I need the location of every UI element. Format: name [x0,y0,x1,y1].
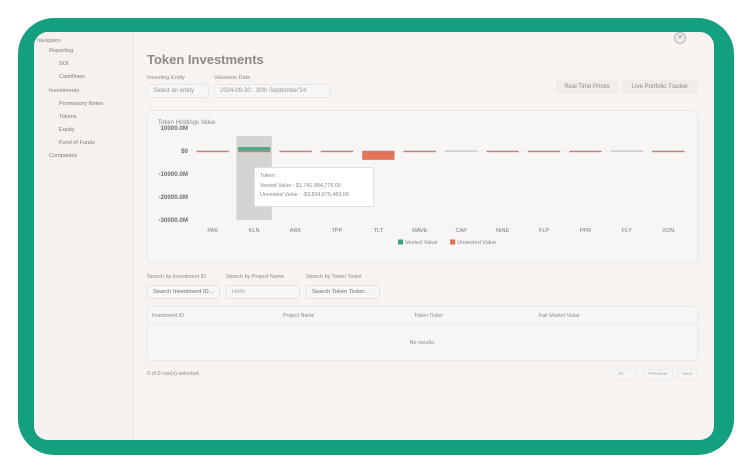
tooltip-title: Token: [260,173,276,179]
bar-unvested-value-ppr [569,151,602,153]
x-tick-label: PPR [580,228,592,234]
search-token-ticker-input[interactable]: Search Token Ticker... [306,285,380,299]
bar-unvested-value-ark [279,151,312,153]
sidebar-item-tokens[interactable]: Tokens [59,114,77,120]
valuation-date-picker[interactable]: 2024-09-30 : 30th September'24 [214,84,330,98]
sidebar: Navigation Reporting SOI Cashflows Inves… [34,32,134,440]
live-portfolio-tracker-button[interactable]: Live Portfolio Tracker [622,80,698,94]
search-investment-id-label: Search by Investment ID [147,274,207,280]
app-window: Navigation Reporting SOI Cashflows Inves… [34,32,714,440]
sidebar-item-equity[interactable]: Equity [59,127,75,133]
close-button[interactable]: × [674,32,686,44]
column-header-investment-id[interactable]: Investment ID [152,313,185,319]
tooltip-vested: Vested Value : $1,741,994,776.00 [260,182,341,189]
bar-unvested-value-kln [237,151,271,153]
sidebar-item-cashflows[interactable]: Cashflows [59,74,85,80]
chart-card: Token Holdings Value 10000.0M $0 -10000.0M… [147,110,698,263]
bar-baseline-pak [196,150,229,152]
legend-swatch [450,239,456,245]
bar-baseline-ppr [569,150,602,152]
bar-unvested-value-tpp [320,151,354,153]
bar-baseline-mave [403,150,436,152]
search-project-name-input[interactable]: Hello [226,285,300,299]
sidebar-item-investments[interactable]: Investments [49,88,80,94]
column-header-token-ticker[interactable]: Token Ticker [414,313,444,319]
x-tick-label: FLY [622,228,632,234]
main-content: × Token Investments Investing Entity Sel… [134,32,714,440]
page-size-select[interactable]: 20 [613,369,637,380]
y-tick-label: 10000.0M [160,125,188,132]
search-token-ticker-label: Search by Token Ticker [306,274,362,280]
bar-unvested-value-mave [403,151,436,153]
y-tick-label: -10000.0M [158,171,188,178]
legend-swatch [398,239,403,245]
investing-entity-label: Investing Entity [147,75,185,81]
page-title: Token Investments [147,52,264,67]
legend-label: Vested Value [405,240,438,246]
tooltip-unvested: Unvested Value : -$3,834,676,483.00 [260,192,349,198]
bar-unvested-value-pak [196,151,229,153]
bar-baseline-tlt [362,150,395,152]
sidebar-item-reporting[interactable]: Reporting [49,48,74,54]
y-tick-label: $0 [181,148,188,155]
search-investment-id-input[interactable]: Search Investment ID... [147,285,220,299]
bar-vested-value-kln [237,146,271,151]
bar-baseline-tpp [320,150,354,152]
x-tick-label: MAVE [412,228,428,234]
x-tick-label: TLT [374,228,384,234]
previous-page-button[interactable]: Previous [643,369,673,380]
x-tick-label: KLN [249,228,260,234]
chart-tooltip: Token: Vested Value : $1,741,994,776.00 … [254,167,374,207]
bar-unvested-value-nine [486,151,519,153]
bar-baseline-kln [237,150,271,152]
search-project-name-label: Search by Project Name [226,274,285,280]
sidebar-item-fund-of-funds[interactable]: Fund of Funds [59,140,96,146]
rows-selected-text: 0 of 0 row(s) selected. [147,371,201,377]
bar-baseline-nine [486,150,519,152]
bar-unvested-value-flp [527,151,561,153]
x-tick-label: PAK [207,228,218,234]
token-holdings-chart: 10000.0M $0 -10000.0M -20000.0M -30000.0M PAK… [158,125,689,246]
sidebar-item-promissory-notes[interactable]: Promissory Notes [59,101,104,107]
sidebar-header: Navigation [37,38,61,44]
column-header-project-name[interactable]: Project Name [283,313,315,319]
x-tick-label: FLP [539,228,550,234]
x-tick-label: XON [662,228,674,234]
bar-baseline-ark [279,150,312,152]
x-tick-label: CAP [455,228,467,234]
investing-entity-select[interactable]: Select an entity [147,84,209,98]
bar-unvested-value-xon [652,151,685,153]
table-empty-message: No results. [409,340,436,346]
next-page-button[interactable]: Next [677,369,697,380]
x-tick-label: TPP [332,228,343,234]
real-time-prices-button[interactable]: Real Time Prices [556,80,618,94]
sidebar-item-companies[interactable]: Companies [49,153,78,159]
investments-table: Investment ID Project Name Token Ticker … [147,306,698,361]
legend-label: Unvested Value [457,240,496,246]
bar-baseline-flp [527,150,561,152]
chart-title: Token Holdings Value [158,120,216,126]
sidebar-item-soi[interactable]: SOI [59,61,69,67]
valuation-date-label: Valuation Date [214,75,251,81]
column-header-fair-market-value[interactable]: Fair Market Value [539,313,580,319]
bar-baseline-fly [610,150,644,152]
y-tick-label: -20000.0M [158,194,188,201]
x-tick-label: ARK [290,228,302,234]
x-tick-label: NINE [496,228,510,234]
bar-unvested-value-tlt [362,151,395,160]
bar-baseline-cap [445,150,478,152]
table-header-divider [148,323,697,324]
bar-baseline-xon [652,150,685,152]
y-tick-label: -30000.0M [158,217,188,224]
